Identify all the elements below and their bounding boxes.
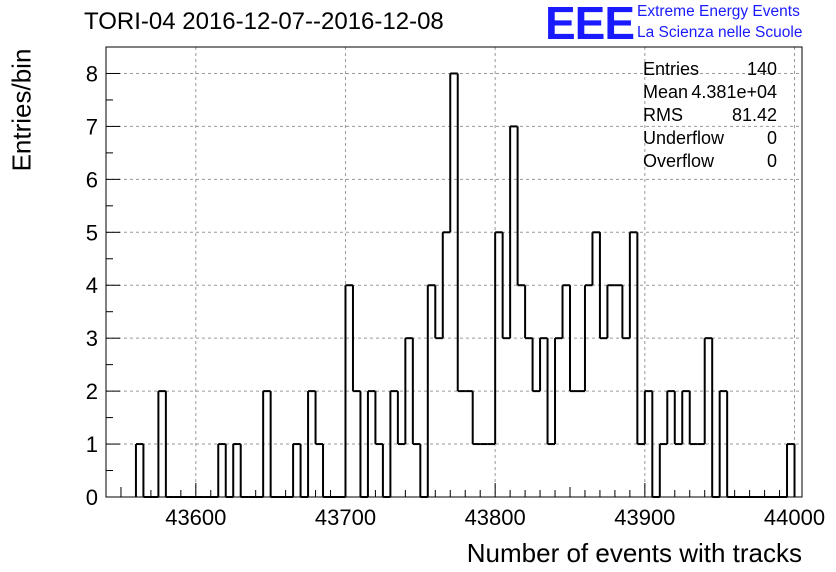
stat-value-underflow: 0 — [766, 128, 777, 148]
stat-label-rms: RMS — [643, 105, 683, 125]
stat-label-entries: Entries — [643, 59, 700, 79]
stat-value-overflow: 0 — [766, 151, 777, 171]
stat-label-mean: Mean — [643, 82, 689, 102]
x-tick-label: 43800 — [465, 505, 526, 530]
x-tick-label: 43700 — [315, 505, 376, 530]
y-axis-label: Entries/bin — [6, 48, 37, 172]
stat-value-rms: 81.42 — [731, 105, 777, 125]
stat-label-underflow: Underflow — [643, 128, 725, 148]
y-tick-label: 5 — [86, 220, 98, 245]
y-tick-label: 4 — [86, 273, 98, 298]
histogram-bars — [134, 72, 796, 498]
y-tick-label: 6 — [86, 167, 98, 192]
y-tick-label: 1 — [86, 432, 98, 457]
plot-frame — [105, 46, 803, 498]
stat-label-overflow: Overflow — [643, 151, 715, 171]
org-name-line1: Extreme Energy Events — [637, 3, 800, 20]
y-tick-label: 2 — [86, 379, 98, 404]
eee-logo: EEE — [545, 0, 635, 49]
y-tick-label: 3 — [86, 326, 98, 351]
org-name-line2: La Scienza nelle Scuole — [637, 24, 803, 41]
y-tick-label: 0 — [86, 485, 98, 510]
y-tick-label: 7 — [86, 114, 98, 139]
y-tick-label: 8 — [86, 61, 98, 86]
axes: 0 1 2 3 4 5 6 7 8 43600 43700 43800 43900 44000 — [86, 46, 825, 530]
x-tick-label: 43600 — [165, 505, 226, 530]
x-tick-label: 43900 — [614, 505, 675, 530]
x-axis-label: Number of events with tracks — [466, 538, 802, 568]
x-tick-label: 44000 — [764, 505, 825, 530]
chart-title: TORI-04 2016-12-07--2016-12-08 — [84, 8, 444, 35]
stat-value-entries: 140 — [746, 59, 777, 79]
stat-value-mean: 4.381e+04 — [691, 82, 777, 102]
